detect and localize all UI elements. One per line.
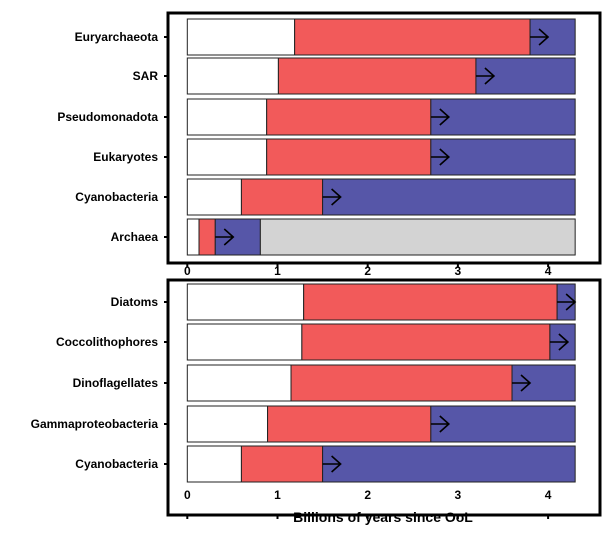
category-label: Coccolithophores bbox=[56, 335, 158, 349]
x-tick-label: 0 bbox=[184, 264, 191, 278]
bar-segment bbox=[322, 445, 576, 483]
x-tick-label: 2 bbox=[364, 488, 371, 502]
bar-dinoflagellates bbox=[186, 364, 576, 402]
x-axis-label: Billions of years since OoL bbox=[293, 509, 473, 525]
x-tick-label: 4 bbox=[545, 264, 552, 278]
category-label: Pseudomonadota bbox=[57, 110, 158, 124]
bar-segment bbox=[430, 98, 576, 136]
bar-segment bbox=[186, 405, 269, 443]
bar-eukaryotes bbox=[186, 138, 576, 176]
bar-segment bbox=[198, 218, 216, 256]
bar-segment bbox=[430, 405, 576, 443]
category-label: Gammaproteobacteria bbox=[31, 417, 159, 431]
bar-segment bbox=[430, 138, 576, 176]
bar-segment bbox=[301, 323, 551, 361]
bar-segment bbox=[186, 283, 305, 321]
bar-cyanobacteria bbox=[186, 178, 576, 216]
bar-archaea bbox=[186, 218, 576, 256]
bar-segment bbox=[303, 283, 558, 321]
bar-segment bbox=[186, 218, 200, 256]
bar-segment bbox=[186, 138, 268, 176]
arrow-icon bbox=[215, 228, 235, 246]
bar-segment bbox=[277, 57, 477, 95]
bar-segment bbox=[294, 18, 531, 56]
bar-segment bbox=[186, 364, 292, 402]
category-label: Eukaryotes bbox=[93, 150, 158, 164]
arrow-icon bbox=[430, 415, 451, 433]
panel-2: Diatoms Coccolithophores Dinoflagellates Ga… bbox=[31, 278, 602, 519]
arrow-icon bbox=[549, 333, 570, 351]
bar-segment bbox=[267, 405, 432, 443]
bar-segment bbox=[186, 98, 268, 136]
arrow-icon bbox=[530, 28, 550, 46]
category-label: Diatoms bbox=[111, 295, 159, 309]
bar-segment bbox=[322, 178, 576, 216]
bar-cyanobacteria bbox=[186, 445, 576, 483]
bar-segment bbox=[240, 178, 324, 216]
bar-segment bbox=[186, 445, 242, 483]
category-label: Cyanobacteria bbox=[75, 457, 158, 471]
bar-euryarchaeota bbox=[186, 18, 576, 56]
x-tick-label: 2 bbox=[364, 264, 371, 278]
category-label: Euryarchaeota bbox=[75, 30, 159, 44]
arrow-icon bbox=[557, 293, 577, 311]
bar-sar bbox=[186, 57, 576, 95]
x-tick-label: 3 bbox=[455, 488, 462, 502]
bar-diatoms bbox=[186, 283, 577, 321]
category-label: Dinoflagellates bbox=[73, 376, 159, 390]
x-tick-label: 4 bbox=[545, 488, 552, 502]
x-tick-label: 3 bbox=[455, 264, 462, 278]
x-tick-label: 1 bbox=[274, 488, 281, 502]
bar-segment bbox=[266, 138, 432, 176]
panel-frame bbox=[166, 11, 602, 265]
bar-coccolithophores bbox=[186, 323, 576, 361]
category-label: SAR bbox=[133, 69, 159, 83]
bar-gammaproteobacteria bbox=[186, 405, 576, 443]
bar-segment bbox=[240, 445, 324, 483]
bar-segment bbox=[259, 218, 576, 256]
bar-segment bbox=[266, 98, 432, 136]
panel-frame bbox=[166, 278, 602, 517]
panel-1: Euryarchaeota SAR Pseudomonadota Eukaryotes… bbox=[57, 11, 602, 278]
bar-segment bbox=[290, 364, 513, 402]
bar-segment bbox=[186, 323, 303, 361]
bar-segment bbox=[186, 178, 242, 216]
arrow-icon bbox=[322, 188, 342, 206]
arrow-icon bbox=[430, 148, 451, 166]
arrow-icon bbox=[512, 374, 532, 392]
bar-pseudomonadota bbox=[186, 98, 576, 136]
x-tick-label: 0 bbox=[184, 488, 191, 502]
arrow-icon bbox=[322, 455, 342, 473]
arrow-icon bbox=[475, 67, 496, 85]
category-label: Cyanobacteria bbox=[75, 190, 158, 204]
arrow-icon bbox=[430, 108, 451, 126]
x-tick-label: 1 bbox=[274, 264, 281, 278]
bar-segment bbox=[186, 57, 279, 95]
bar-segment bbox=[186, 18, 296, 56]
category-label: Archaea bbox=[111, 230, 159, 244]
